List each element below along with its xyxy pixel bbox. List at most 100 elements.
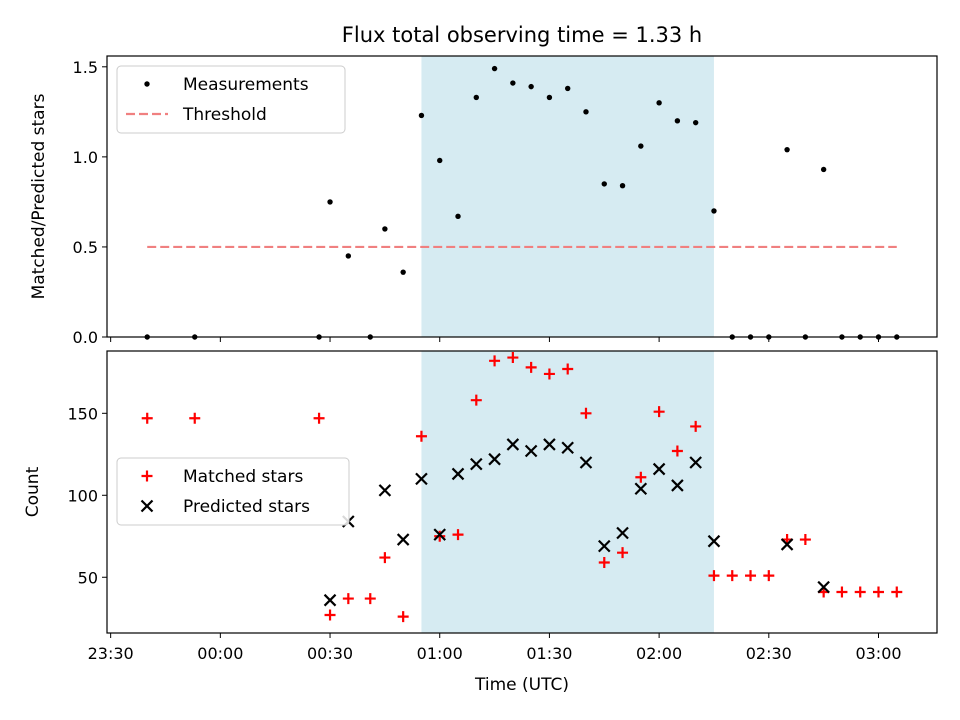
data-point <box>415 472 428 486</box>
data-point <box>634 482 648 495</box>
data-point <box>528 83 534 90</box>
data-point <box>601 181 607 187</box>
data-point <box>433 528 447 541</box>
data-point <box>491 65 498 72</box>
data-point <box>671 445 683 457</box>
data-point <box>817 580 830 594</box>
data-point <box>854 586 866 598</box>
data-point <box>656 100 662 106</box>
y-tick-label: 0.5 <box>73 238 98 257</box>
y-tick-label: 150 <box>67 404 98 423</box>
y-tick-label: 100 <box>67 486 98 505</box>
legend-label: Measurements <box>183 75 309 95</box>
data-point <box>689 456 702 469</box>
data-point <box>473 94 479 101</box>
data-point <box>561 441 574 455</box>
data-point <box>397 611 409 623</box>
legend: Matched stars Predicted stars <box>116 457 350 526</box>
data-point <box>674 118 681 124</box>
highlight-span <box>421 351 714 633</box>
top-panel: 0.0 0.5 1.0 1.5 Matched/Predicted stars Measu… <box>29 55 938 347</box>
chart-title: Flux total observing time = 1.33 h <box>342 23 702 47</box>
data-point <box>619 182 626 189</box>
data-point <box>189 412 201 424</box>
data-point <box>324 609 336 621</box>
data-point <box>434 530 446 542</box>
data-point <box>562 363 574 375</box>
data-point <box>692 119 699 126</box>
data-point <box>653 406 665 418</box>
data-point <box>616 526 629 540</box>
y-tick-label: 0.0 <box>73 328 98 347</box>
data-point <box>510 80 516 86</box>
data-point <box>543 368 555 380</box>
data-point <box>382 226 388 232</box>
data-point <box>598 557 610 568</box>
data-point <box>708 570 720 582</box>
series-predicted-stars <box>323 438 830 607</box>
x-tick-label: 00:30 <box>307 644 353 663</box>
data-point <box>470 394 482 406</box>
data-point <box>580 407 592 419</box>
y-axis-label: Matched/Predicted stars <box>29 93 49 299</box>
legend-swatch <box>144 81 150 87</box>
data-point <box>690 420 702 432</box>
x-tick-label: 01:00 <box>417 644 463 663</box>
data-point <box>342 593 354 605</box>
x-tick-label: 23:30 <box>88 644 134 663</box>
data-point <box>784 146 790 153</box>
bottom-panel: 50 100 150 23:30 00:00 00:30 01:00 01:30 02:00 02… <box>23 350 938 663</box>
legend: Measurements Threshold <box>116 65 346 134</box>
data-point <box>583 109 589 115</box>
data-point <box>470 457 483 471</box>
data-point <box>345 253 352 259</box>
data-point <box>799 534 811 546</box>
data-point <box>323 593 337 607</box>
y-axis-label: Count <box>23 466 43 517</box>
data-point <box>872 586 884 598</box>
data-point <box>780 538 794 551</box>
highlight-span <box>421 56 714 337</box>
data-point <box>364 593 376 605</box>
legend-label: Predicted stars <box>183 497 310 517</box>
data-point <box>652 462 666 476</box>
data-point <box>400 269 406 275</box>
x-tick-label: 03:00 <box>855 644 901 663</box>
data-point <box>452 529 464 541</box>
data-point <box>415 430 427 442</box>
x-tick-label: 02:30 <box>746 644 792 663</box>
data-point <box>543 438 556 451</box>
legend-label: Matched stars <box>183 467 303 487</box>
data-point <box>617 547 629 559</box>
y-tick-label: 1.5 <box>73 58 98 77</box>
data-point <box>638 143 644 149</box>
x-tick-label: 01:30 <box>526 644 572 663</box>
plot-frame <box>106 350 938 634</box>
data-point <box>524 444 538 458</box>
legend-swatch <box>141 470 153 482</box>
data-point <box>141 412 153 424</box>
data-point <box>525 361 537 373</box>
data-point <box>455 213 461 220</box>
x-tick-label: 00:00 <box>197 644 243 663</box>
data-point <box>313 412 325 424</box>
data-point <box>327 199 333 205</box>
data-point <box>635 471 647 483</box>
data-point <box>820 166 827 173</box>
data-point <box>379 552 391 564</box>
data-point <box>579 456 593 469</box>
y-tick-label: 1.0 <box>73 148 98 167</box>
legend-label: Threshold <box>182 105 267 125</box>
data-point <box>597 539 611 553</box>
data-point <box>836 586 848 598</box>
data-point <box>891 586 903 598</box>
x-tick-label: 02:00 <box>636 644 682 663</box>
data-point <box>707 534 721 548</box>
data-point <box>763 570 775 582</box>
data-point <box>451 467 465 481</box>
data-point <box>507 352 519 364</box>
data-point <box>546 94 553 101</box>
plot-frame <box>106 55 938 338</box>
data-point <box>711 208 717 214</box>
